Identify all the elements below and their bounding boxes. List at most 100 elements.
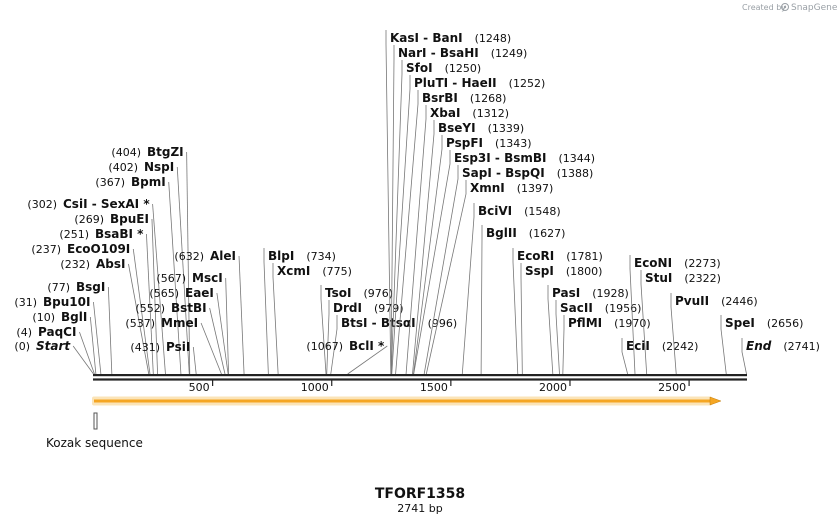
site-name: EcoNI	[634, 256, 672, 270]
snapgene-branding: Created by SnapGene	[742, 3, 838, 13]
site-leader-line	[263, 248, 269, 375]
site-leader-line	[151, 218, 158, 375]
site-pasi[interactable]: PasI (1928)	[547, 285, 629, 375]
site-stui[interactable]: StuI (2322)	[640, 270, 721, 375]
site-eaei[interactable]: EaeI (565)	[149, 286, 229, 375]
site-leader-line	[238, 255, 245, 375]
site-position: (2242)	[662, 340, 699, 353]
site-position: (1928)	[592, 287, 629, 300]
site-name: BpmI	[131, 175, 166, 189]
site-bpu10i[interactable]: Bpu10I (31)	[14, 295, 102, 375]
site-start[interactable]: Start (0)	[14, 339, 94, 375]
site-bglii[interactable]: BglII (1627)	[480, 225, 565, 375]
site-bgli[interactable]: BglI (10)	[32, 310, 97, 375]
site-msci[interactable]: MscI (567)	[156, 271, 229, 375]
site-leader-line	[93, 301, 102, 375]
axis-tick-label: 2500	[658, 381, 686, 394]
site-bcivi[interactable]: BciVI (1548)	[461, 203, 561, 375]
site-name: BseYI	[438, 121, 476, 135]
site-position: (1548)	[524, 205, 561, 218]
site-leader-line	[423, 165, 459, 375]
site-name: BpuEI	[110, 212, 149, 226]
site-xmni[interactable]: XmnI (1397)	[425, 180, 553, 375]
site-sfoi[interactable]: SfoI (1250)	[390, 60, 482, 375]
site-position: (1250)	[445, 62, 482, 75]
site-ecori[interactable]: EcoRI (1781)	[512, 248, 603, 375]
site-sacii[interactable]: SacII (1956)	[555, 300, 642, 375]
axis-tick-500: 500	[189, 380, 214, 394]
site-position: (0)	[14, 340, 30, 353]
site-bsgi[interactable]: BsgI (77)	[47, 280, 113, 375]
site-bsabi[interactable]: BsaBI * (251)	[59, 227, 154, 375]
site-kasi-bani[interactable]: KasI - BanI (1248)	[385, 30, 511, 375]
site-position: (1067)	[306, 340, 343, 353]
site-sapi-bspqi[interactable]: SapI - BspQI (1388)	[423, 165, 593, 375]
site-position: (4)	[16, 326, 32, 339]
site-bstbi[interactable]: BstBI (552)	[135, 301, 226, 375]
site-ecoo109i[interactable]: EcoO109I (237)	[31, 242, 151, 375]
kozak-feature[interactable]: Kozak sequence	[46, 412, 143, 450]
site-csii-sexai[interactable]: CsiI - SexAI * (302)	[27, 197, 166, 375]
site-leader-line	[192, 346, 197, 375]
site-name: EciI	[626, 339, 650, 353]
axis-tick-2500: 2500	[658, 380, 690, 394]
site-position: (1781)	[566, 250, 603, 263]
site-name: DrdI	[333, 301, 362, 315]
site-sspi[interactable]: SspI (1800)	[520, 263, 602, 375]
site-name: BtsI - BtsαI	[341, 316, 416, 330]
site-name: BciVI	[478, 204, 512, 218]
site-bseyi[interactable]: BseYI (1339)	[412, 120, 524, 375]
site-bsrbi[interactable]: BsrBI (1268)	[395, 90, 507, 375]
site-leader-line	[216, 292, 229, 375]
site-leader-line	[89, 316, 97, 375]
site-leader-line	[385, 30, 392, 375]
site-xbai[interactable]: XbaI (1312)	[405, 105, 509, 375]
site-position: (251)	[59, 228, 89, 241]
site-name: CsiI - SexAI *	[63, 197, 150, 211]
site-position: (1956)	[605, 302, 642, 315]
site-bpuei[interactable]: BpuEI (269)	[74, 212, 158, 375]
site-btsi-bts-i[interactable]: BtsI - BtsαI (996)	[330, 315, 457, 375]
site-position: (775)	[322, 265, 352, 278]
site-esp3i-bsmbi[interactable]: Esp3I - BsmBI (1344)	[413, 150, 595, 375]
site-leader-line	[72, 345, 94, 375]
site-end[interactable]: End (2741)	[741, 338, 820, 375]
site-btgzi[interactable]: BtgZI (404)	[111, 145, 191, 375]
axis-ticks: 500 1000 1500 2000 2500	[189, 380, 690, 394]
site-position: (565)	[149, 287, 179, 300]
site-name: AleI	[210, 249, 236, 263]
site-pvuii[interactable]: PvuII (2446)	[670, 293, 758, 375]
site-nspi[interactable]: NspI (402)	[108, 160, 190, 375]
site-blpi[interactable]: BlpI (734)	[263, 248, 336, 375]
site-bcli[interactable]: BclI * (1067)	[306, 339, 388, 375]
site-psii[interactable]: PsiI (431)	[130, 340, 197, 375]
created-by-text: Created by	[742, 3, 786, 12]
site-position: (734)	[306, 250, 336, 263]
site-leader-line	[390, 45, 395, 375]
site-pspfi[interactable]: PspFI (1343)	[413, 135, 532, 375]
site-econi[interactable]: EcoNI (2273)	[629, 255, 721, 375]
site-leader-line	[200, 322, 222, 375]
site-name: XcmI	[277, 264, 310, 278]
site-xcmi[interactable]: XcmI (775)	[272, 263, 352, 375]
site-absi[interactable]: AbsI (232)	[60, 257, 150, 375]
site-name: NarI - BsaHI	[398, 46, 479, 60]
site-spei[interactable]: SpeI (2656)	[720, 315, 803, 375]
site-ecii[interactable]: EciI (2242)	[621, 338, 699, 375]
site-pluti-haeii[interactable]: PluTI - HaeII (1252)	[391, 75, 545, 375]
site-name: BsrBI	[422, 91, 458, 105]
sequence-name: TFORF1358	[375, 486, 465, 502]
orf-feature[interactable]	[92, 396, 722, 406]
site-nari-bsahi[interactable]: NarI - BsaHI (1249)	[390, 45, 527, 375]
site-leader-line	[209, 307, 226, 375]
site-leader-line	[79, 331, 95, 375]
site-bpmi[interactable]: BpmI (367)	[95, 175, 182, 375]
site-leader-line	[480, 225, 483, 375]
site-name: SpeI	[725, 316, 755, 330]
site-mmei[interactable]: MmeI (537)	[125, 316, 222, 375]
site-tsoi[interactable]: TsoI (976)	[320, 285, 393, 375]
site-name: MscI	[192, 271, 223, 285]
site-paqci[interactable]: PaqCI (4)	[16, 325, 95, 375]
site-alei[interactable]: AleI (632)	[174, 249, 245, 375]
